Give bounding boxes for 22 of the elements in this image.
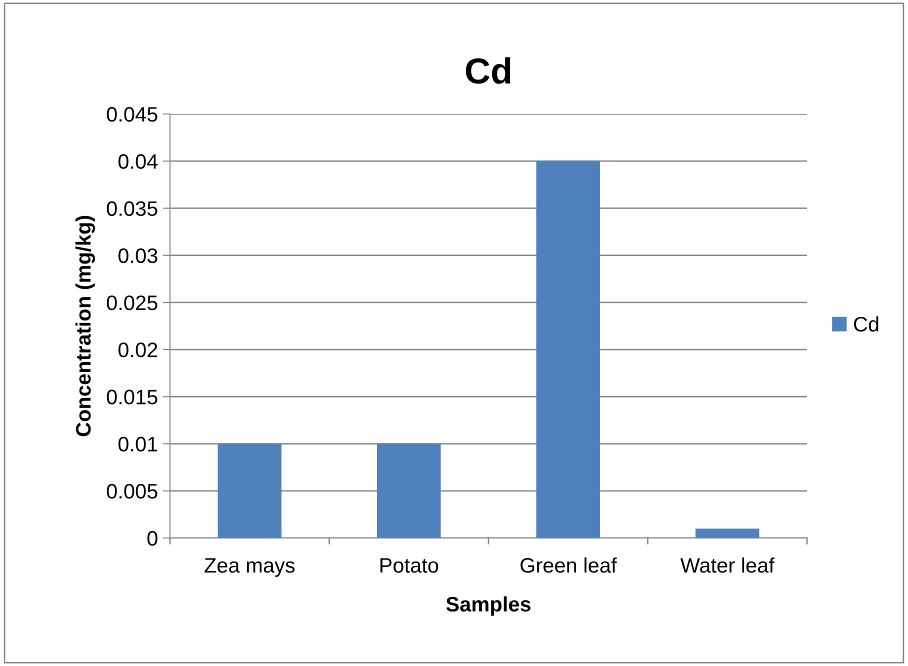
y-tick-label: 0.015 <box>106 390 158 404</box>
bar <box>696 528 760 538</box>
y-tick-label: 0.045 <box>106 107 158 122</box>
y-tick-label: 0.04 <box>118 154 158 169</box>
x-axis-title: Samples <box>446 596 530 616</box>
legend-label: Cd <box>854 316 878 332</box>
x-tick-label: Green leaf <box>520 557 617 573</box>
y-tick-label: 0.03 <box>118 248 158 264</box>
bar <box>218 444 282 538</box>
y-tick-label: 0 <box>147 531 158 546</box>
y-tick-label: 0.025 <box>106 295 158 310</box>
y-tick-label: 0.01 <box>118 436 158 452</box>
y-tick-label: 0.02 <box>118 342 158 358</box>
y-tick-label: 0.005 <box>106 484 158 499</box>
x-tick-label: Potato <box>380 558 438 573</box>
x-tick-label: Water leaf <box>680 557 774 573</box>
x-tick-label: Zea mays <box>204 558 295 577</box>
bar <box>536 161 600 538</box>
y-axis-title: Concentration (mg/kg) <box>75 216 95 436</box>
y-tick-label: 0.035 <box>106 201 158 216</box>
chart-title: Cd <box>466 57 510 84</box>
bar <box>377 444 441 538</box>
